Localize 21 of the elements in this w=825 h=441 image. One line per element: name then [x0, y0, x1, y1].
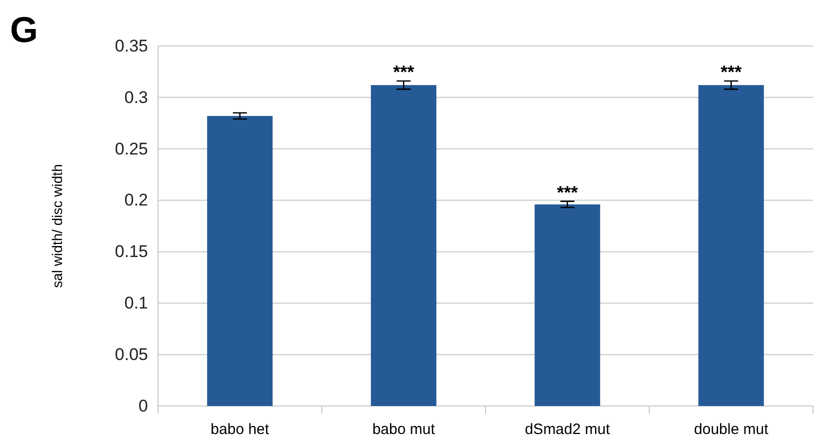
y-tick-label: 0.35 — [114, 36, 148, 56]
y-tick-label: 0.15 — [114, 242, 148, 262]
bar — [370, 85, 436, 406]
bar — [698, 85, 764, 406]
y-tick-label: 0.1 — [124, 294, 148, 313]
y-tick-label: 0.05 — [114, 345, 148, 364]
bar — [207, 116, 273, 406]
x-tick-label: babo mut — [372, 421, 436, 438]
y-tick-label: 0 — [138, 396, 148, 416]
x-tick-label: double mut — [694, 421, 770, 438]
x-tick-label: dSmad2 mut — [524, 421, 611, 438]
y-tick-label: 0.2 — [124, 190, 148, 210]
y-tick-label: 0.3 — [124, 88, 148, 107]
x-tick-label: babo het — [210, 421, 270, 438]
annotation: *** — [720, 62, 742, 82]
annotation: *** — [556, 182, 578, 202]
y-axis-title: sal width/ disc width — [49, 164, 65, 288]
bar — [534, 204, 600, 406]
chart-title: G — [10, 9, 38, 50]
y-tick-label: 0.25 — [114, 139, 148, 158]
annotation: *** — [393, 62, 414, 82]
